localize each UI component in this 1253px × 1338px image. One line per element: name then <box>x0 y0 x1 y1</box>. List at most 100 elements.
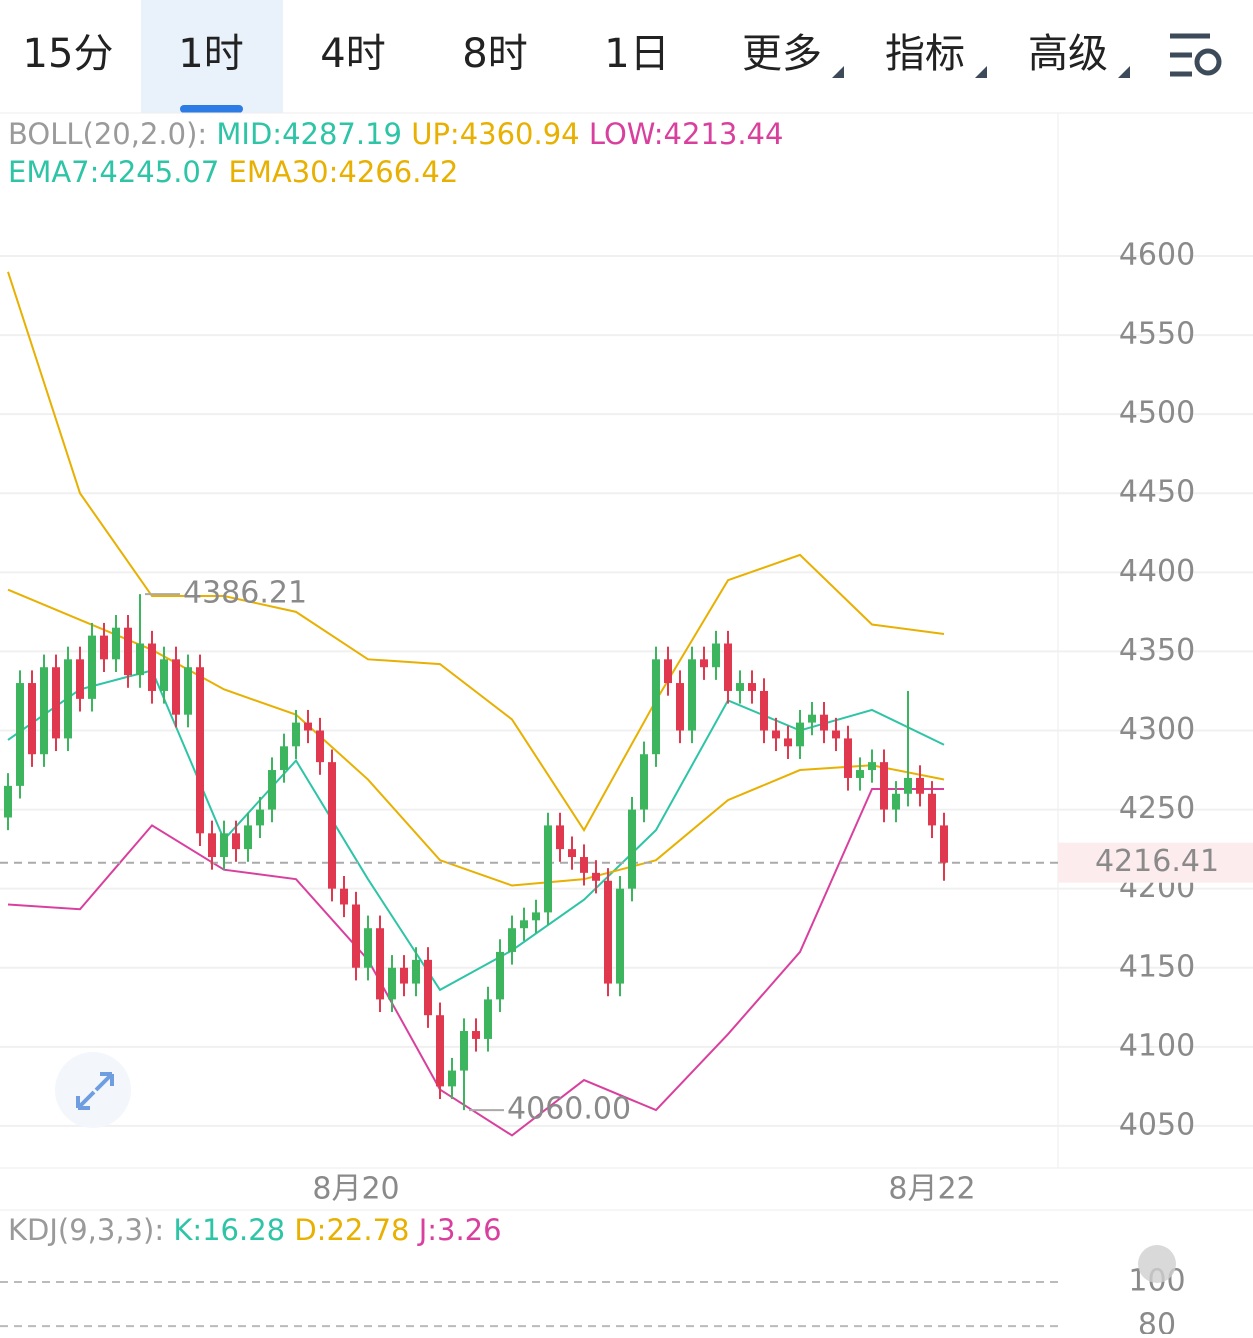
candle-body <box>484 999 492 1039</box>
indicator-line <box>7 788 944 1137</box>
candle-body <box>796 722 804 747</box>
indicator-line <box>7 271 945 833</box>
candle-body <box>592 872 600 881</box>
candle-body <box>184 667 192 715</box>
candle-body <box>508 928 516 952</box>
y-tick-label: 4150 <box>1119 949 1195 984</box>
legend-item: UP:4360.94 <box>411 117 589 151</box>
y-tick-label: 4600 <box>1119 237 1195 272</box>
tab[interactable]: 8时 <box>462 31 527 77</box>
candle-body <box>268 770 276 810</box>
candle-body <box>532 912 540 921</box>
candle-body <box>784 738 792 747</box>
candle-body <box>460 1031 468 1071</box>
x-tick-label: 8月20 <box>312 1172 399 1207</box>
candle-body <box>664 659 672 684</box>
candle-body <box>604 880 612 984</box>
candle-body <box>832 730 840 739</box>
candle-body <box>16 683 24 786</box>
candle-body <box>196 667 204 834</box>
candle-body <box>40 667 48 755</box>
labels: 15分 1时 4时 8时 1日 更多 指标 高级 BOLL(20,2.0): MID:4287.… <box>8 31 1253 1338</box>
candle-body <box>100 635 108 660</box>
candle-body <box>388 967 396 1000</box>
candle-body <box>412 959 420 984</box>
expand-icon <box>76 1072 114 1110</box>
selected-tab-indicator <box>180 105 243 113</box>
candle-body <box>628 809 636 889</box>
candle-body <box>496 951 504 1000</box>
legend: EMA7:4245.07 EMA30:4266.42 <box>8 155 458 189</box>
candle-body <box>364 928 372 968</box>
candle-body <box>232 833 240 850</box>
legend-item: J:3.26 <box>417 1213 502 1247</box>
candle-body <box>160 659 168 691</box>
tab[interactable]: 高级 <box>1028 31 1108 77</box>
candle-body <box>280 746 288 771</box>
candle-body <box>436 1015 444 1087</box>
candle-body <box>808 714 816 723</box>
annotation: 4060.00 <box>507 1092 631 1127</box>
candle-body <box>688 659 696 731</box>
candle-body <box>880 762 888 810</box>
candle-body <box>760 690 768 731</box>
candle-body <box>892 793 900 810</box>
y-tick-label: 4350 <box>1119 633 1195 668</box>
legend-item: K:16.28 <box>173 1213 294 1247</box>
tab[interactable]: 1时 <box>178 31 243 77</box>
y-tick-label: 4550 <box>1119 317 1195 352</box>
current-price-box <box>1058 842 1253 883</box>
candle-body <box>856 770 864 778</box>
legend-item: MID:4287.19 <box>216 117 411 151</box>
candle-body <box>820 714 828 731</box>
candle-body <box>28 683 36 755</box>
y-tick-label: 4450 <box>1119 475 1195 510</box>
candle-body <box>88 635 96 699</box>
candle-body <box>52 667 60 739</box>
candle-body <box>652 659 660 755</box>
candle-body <box>448 1070 456 1087</box>
candle-body <box>844 738 852 778</box>
candle-body <box>340 888 348 905</box>
candle-body <box>352 904 360 968</box>
candle-body <box>724 643 732 691</box>
current-price-label: 4216.41 <box>1095 844 1219 879</box>
kdj-button[interactable] <box>1138 1245 1176 1283</box>
dropdown-arrows <box>832 66 1130 78</box>
tab[interactable]: 1日 <box>604 31 669 77</box>
candle-body <box>580 857 588 873</box>
candle-body <box>940 825 948 863</box>
settings-icon[interactable] <box>1170 33 1222 77</box>
candle-body <box>148 643 156 691</box>
tab[interactable]: 指标 <box>885 31 965 77</box>
candle-body <box>136 643 144 676</box>
candle-body <box>568 849 576 858</box>
y-tick-label: 4050 <box>1119 1107 1195 1142</box>
indicator-lines <box>0 271 1058 1137</box>
candle-body <box>400 967 408 984</box>
tab[interactable]: 4时 <box>320 31 385 77</box>
annotation: 4386.21 <box>183 576 307 611</box>
candle-body <box>292 722 300 747</box>
candle-body <box>736 683 744 691</box>
y-tick-label: 4300 <box>1119 712 1195 747</box>
legend-item: LOW:4213.44 <box>589 117 784 151</box>
candle-body <box>124 627 132 676</box>
candle-body <box>424 959 432 1016</box>
candle-body <box>328 762 336 889</box>
expand-button[interactable] <box>55 1052 131 1128</box>
legend: KDJ(9,3,3): K:16.28 D:22.78 J:3.26 <box>8 1213 502 1247</box>
selected-tab-bg <box>141 0 283 113</box>
candle-body <box>556 825 564 850</box>
tab[interactable]: 更多 <box>742 31 822 77</box>
candle-body <box>904 777 912 794</box>
candle-body <box>304 722 312 731</box>
candle-body <box>316 730 324 763</box>
candle-body <box>640 754 648 810</box>
tab[interactable]: 15分 <box>23 31 114 77</box>
candle-body <box>700 659 708 668</box>
legend-item: EMA30:4266.42 <box>229 155 459 189</box>
legend: BOLL(20,2.0): MID:4287.19 UP:4360.94 LOW… <box>8 117 783 151</box>
candle-body <box>208 833 216 858</box>
